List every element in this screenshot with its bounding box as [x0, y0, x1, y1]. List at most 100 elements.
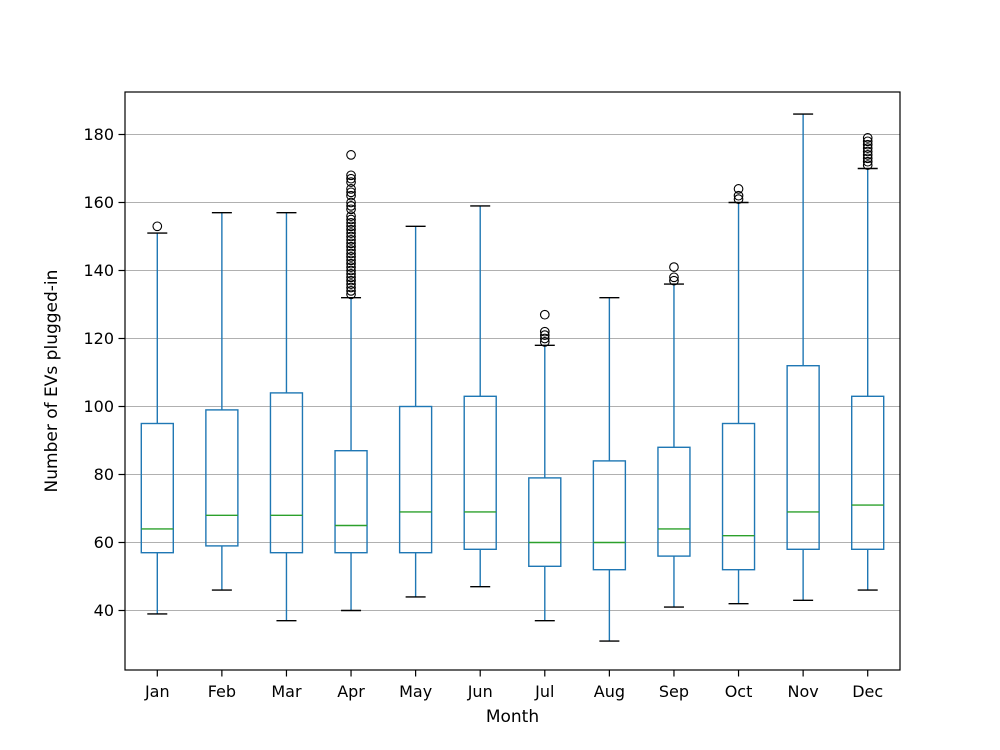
outlier-point — [346, 184, 356, 194]
y-tick-label: 180 — [83, 125, 114, 144]
y-axis-label: Number of EVs plugged-in — [42, 270, 62, 493]
outlier-point — [346, 170, 356, 181]
outlier-point — [862, 133, 873, 143]
outlier-point — [346, 265, 356, 276]
outlier-point — [862, 160, 873, 170]
box-aug — [592, 297, 627, 642]
outlier-point — [733, 194, 744, 204]
x-tick-label: Jul — [534, 682, 554, 701]
y-tick-label: 140 — [83, 261, 114, 280]
outlier-point — [862, 139, 873, 150]
outlier-point — [862, 143, 873, 153]
outlier-point — [346, 201, 356, 211]
outlier-point — [346, 258, 356, 269]
outlier-point — [862, 153, 873, 164]
outlier-point — [346, 231, 356, 242]
outlier-point — [862, 146, 873, 157]
box-jan — [140, 221, 174, 615]
iqr-box — [398, 405, 433, 554]
iqr-box — [269, 392, 304, 554]
label-layer: Month Number of EVs plugged-in — [42, 270, 539, 727]
iqr-box — [657, 446, 691, 557]
box-layer — [140, 113, 885, 642]
outlier-point — [346, 197, 356, 208]
outlier-point — [346, 228, 356, 238]
outlier-point — [346, 218, 356, 228]
x-tick-label: Jun — [467, 682, 493, 701]
outlier-point — [669, 272, 679, 283]
x-tick-label: Aug — [594, 682, 625, 701]
outlier-point — [346, 248, 356, 259]
outlier-point — [346, 275, 356, 286]
outlier-point — [346, 282, 356, 293]
outlier-point — [733, 190, 744, 201]
outlier-point — [669, 275, 679, 286]
outlier-point — [862, 156, 873, 167]
iqr-box — [334, 450, 368, 554]
x-tick-label: Jan — [144, 682, 170, 701]
iqr-box — [786, 365, 820, 551]
outlier-point — [346, 214, 356, 225]
outlier-point — [346, 221, 356, 232]
outlier-point — [346, 224, 356, 235]
grid-layer — [125, 134, 900, 611]
iqr-box — [592, 460, 627, 571]
outlier-point — [346, 241, 356, 252]
outlier-point — [346, 272, 356, 283]
outlier-point — [346, 245, 356, 255]
x-tick-label: Sep — [659, 682, 689, 701]
outlier-point — [346, 177, 356, 187]
box-mar — [269, 211, 304, 622]
outlier-point — [539, 330, 550, 340]
outlier-point — [346, 173, 356, 184]
outlier-point — [346, 187, 356, 198]
y-tick-label: 80 — [94, 465, 114, 484]
outlier-point — [346, 252, 356, 262]
outlier-point — [346, 238, 356, 249]
y-tick-label: 160 — [83, 193, 114, 212]
outlier-point — [733, 184, 744, 194]
outlier-point — [669, 262, 679, 272]
x-tick-label: Oct — [725, 682, 753, 701]
box-jul — [528, 309, 562, 622]
box-apr — [334, 150, 368, 612]
outlier-point — [346, 262, 356, 272]
iqr-box — [851, 395, 885, 550]
plot-frame — [124, 91, 901, 671]
iqr-box — [463, 395, 497, 550]
outlier-point — [346, 190, 356, 201]
tick-layer: 40 60 80 100 120 140 160 180 Jan Feb Mar Apr May Jun J… — [83, 125, 883, 701]
x-tick-label: Feb — [208, 682, 236, 701]
x-tick-label: Nov — [788, 682, 819, 701]
outlier-point — [346, 211, 356, 221]
x-tick-label: May — [399, 682, 432, 701]
outlier-point — [346, 255, 356, 266]
x-tick-label: Apr — [337, 682, 365, 701]
box-oct — [721, 184, 756, 605]
box-nov — [786, 113, 820, 601]
outlier-point — [346, 279, 356, 289]
outlier-point — [862, 136, 873, 147]
outlier-point — [862, 150, 873, 160]
outlier-point — [539, 309, 550, 320]
y-tick-label: 100 — [83, 397, 114, 416]
box-jun — [463, 205, 497, 588]
y-tick-label: 60 — [94, 533, 114, 552]
outlier-point — [346, 235, 356, 245]
box-feb — [205, 211, 239, 591]
outlier-point — [346, 150, 356, 160]
iqr-box — [721, 422, 756, 571]
x-tick-label: Dec — [852, 682, 883, 701]
box-dec — [851, 133, 885, 591]
y-tick-label: 40 — [94, 601, 114, 620]
outlier-point — [539, 337, 550, 347]
x-axis-label: Month — [486, 707, 539, 727]
iqr-box — [140, 422, 174, 554]
outlier-point — [539, 333, 550, 344]
outlier-point — [346, 289, 356, 300]
iqr-box — [205, 409, 239, 547]
outlier-point — [346, 286, 356, 296]
iqr-box — [528, 477, 562, 567]
